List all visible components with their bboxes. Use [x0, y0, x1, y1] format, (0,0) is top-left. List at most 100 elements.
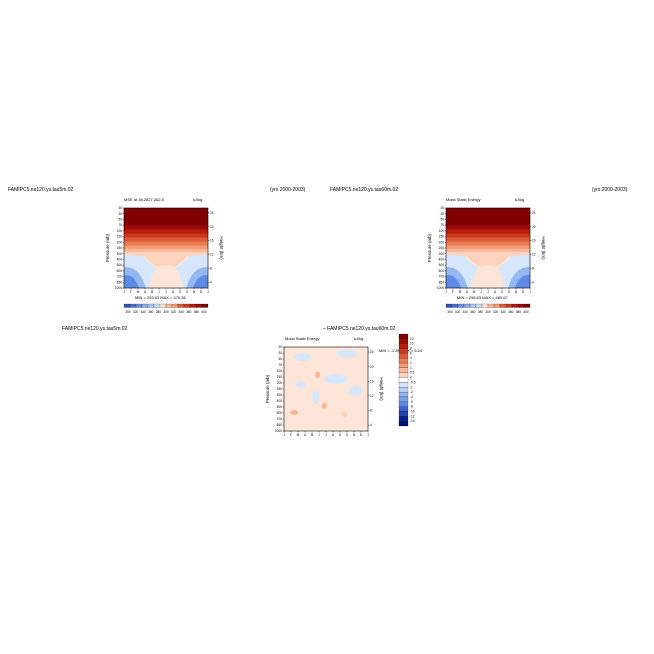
- panel3-case-title-left: FAMIPC5.ne120.ys.tau5m.02: [62, 326, 128, 332]
- mse-band-2: [124, 229, 208, 234]
- mse-band-3: [124, 233, 208, 238]
- mse-band-8: [124, 252, 208, 257]
- panel3-colorbar-swatch-12: [398, 392, 409, 398]
- panel2-ptick-label-12: 700: [439, 275, 445, 279]
- panel3-colorbar-label-3: 6: [410, 351, 412, 355]
- panel1-htick-label-0: 24: [210, 211, 214, 215]
- diff-anomaly-0: [294, 352, 311, 362]
- panel1-mtick-label-7: A: [172, 290, 175, 294]
- panel1-ptick-label-7: 250: [117, 246, 123, 250]
- panel1-colorbar-swatch-10: [183, 303, 191, 308]
- panel2-ptick-label-4: 100: [439, 229, 445, 233]
- panel2-colorbar-label-2: 340: [463, 310, 469, 314]
- panel1-colorbar-swatch-4: [147, 303, 155, 308]
- panel1-colorbar-swatch-5: [153, 303, 161, 308]
- panel1-htick-label-1: 20: [210, 225, 214, 229]
- panel1-ptick-label-13: 850: [117, 280, 123, 284]
- panel1-colorbar-swatch-0: [123, 303, 131, 308]
- panel1-ptick-label-12: 700: [117, 275, 123, 279]
- panel2-mtick-label-3: A: [466, 290, 469, 294]
- panel2-mtick-label-6: J: [487, 290, 489, 294]
- panel3-ptick-label-2: 50: [278, 357, 282, 361]
- panel3-colorbar-label-15: -10: [410, 409, 415, 413]
- panel3-colorbar-swatch-0: [398, 333, 409, 339]
- panel3-colorbar-label-4: 4: [410, 356, 412, 360]
- panel1-htick-label-2: 16: [210, 239, 214, 243]
- panel2-ptick-label-10: 500: [439, 263, 445, 267]
- panel1-mtick-label-4: M: [151, 290, 154, 294]
- panel1-ptick-label-5: 150: [117, 235, 123, 239]
- panel2-htick-label-5: 4: [532, 281, 534, 285]
- panel1-mtick-label-9: O: [186, 290, 189, 294]
- panel2-ptick-label-11: 600: [439, 269, 445, 273]
- panel3-htick-label-3: 12: [370, 394, 374, 398]
- panel3-colorbar-label-2: 8: [410, 347, 412, 351]
- panel1-ptick-label-14: 1000: [115, 286, 122, 290]
- panel1-ptick-label-3: 70: [118, 223, 122, 227]
- panel1-mtick-label-1: F: [130, 290, 132, 294]
- panel3-ptick-label-6: 200: [277, 381, 283, 385]
- panel1-colorbar-label-6: 320: [171, 310, 177, 314]
- mse-summer-tongue: [467, 256, 509, 269]
- panel2-htick-label-1: 20: [532, 225, 536, 229]
- panel3-colorbar-label-9: -0.5: [410, 380, 416, 384]
- panel1-colorbar-label-5: 300: [163, 310, 169, 314]
- diff-anomaly-7: [321, 402, 327, 410]
- panel3-colorbar-swatch-18: [398, 421, 409, 427]
- panel3-mtick-label-2: M: [297, 433, 300, 437]
- panel1-mtick-label-6: J: [165, 290, 167, 294]
- panel3-colorbar-swatch-17: [398, 416, 409, 422]
- panel1-mtick-label-10: N: [193, 290, 196, 294]
- mse-band-2: [446, 229, 530, 234]
- panel3-colorbar-swatch-8: [398, 372, 409, 378]
- mse-summer-tongue: [145, 256, 187, 269]
- mse-winter-right-inner: [192, 275, 208, 288]
- panel2-colorbar-swatch-4: [469, 303, 477, 308]
- panel3-colorbar-label-11: -2: [410, 390, 413, 394]
- panel3-mtick-label-12: J: [367, 433, 369, 437]
- panel2-colorbar-swatch-2: [457, 303, 465, 308]
- panel1-colorbar-swatch-12: [195, 303, 203, 308]
- panel2-colorbar-label-6: 320: [493, 310, 499, 314]
- panel2-colorbar-label-4: 280: [478, 310, 484, 314]
- panel3-colorbar-label-12: -4: [410, 395, 413, 399]
- panel3-mtick-label-8: S: [339, 433, 341, 437]
- mse-band-7: [446, 248, 530, 253]
- panel2-mtick-label-12: J: [529, 290, 531, 294]
- panel2-colorbar-swatch-7: [487, 303, 495, 308]
- panel1-colorbar-label-10: 400: [201, 310, 207, 314]
- diff-anomaly-8: [289, 410, 299, 416]
- panel1-mtick-label-2: M: [137, 290, 140, 294]
- panel3-colorbar-label-14: -8: [410, 405, 413, 409]
- panel2-colorbar-label-7: 340: [501, 310, 507, 314]
- panel3-colorbar-label-7: 0.5: [410, 371, 415, 375]
- panel2-ptick-label-0: 20: [440, 206, 444, 210]
- panel3-colorbar-swatch-7: [398, 367, 409, 373]
- panel1-colorbar-swatch-8: [171, 303, 179, 308]
- panel2-colorbar-swatch-6: [481, 303, 489, 308]
- panel2-case-title: FAMIPC5.ne120.ys.tau60m.02: [330, 187, 399, 193]
- panel2-colorbar-label-0: 300: [447, 310, 453, 314]
- panel3-colorbar-label-5: 2: [410, 361, 412, 365]
- panel2-ptick-label-14: 1000: [437, 286, 444, 290]
- panel1-ptick-label-2: 50: [118, 218, 122, 222]
- panel3-ylabel: Pressure (mb): [265, 374, 270, 403]
- panel3-mtick-label-10: N: [353, 433, 356, 437]
- panel1-ptick-label-6: 200: [117, 240, 123, 244]
- panel3-ptick-label-13: 850: [277, 423, 283, 427]
- panel3-mtick-label-1: F: [290, 433, 292, 437]
- panel2-htick-label-0: 24: [532, 211, 536, 215]
- panel3-ptick-label-8: 300: [277, 393, 283, 397]
- panel3-case-title-right: – FAMIPC5.ne120.ys.tau60m.02: [323, 326, 396, 332]
- panel1-colorbar-label-7: 340: [179, 310, 185, 314]
- panel3-colorbar-swatch-10: [398, 382, 409, 388]
- panel3-mtick-label-5: J: [318, 433, 320, 437]
- panel3-ptick-label-0: 20: [278, 345, 282, 349]
- diff-anomaly-5: [348, 385, 363, 396]
- diff-anomaly-1: [336, 349, 358, 358]
- mse-winter-right-inner: [514, 275, 530, 288]
- panel1-colorbar: 300 320 340 360 280 300 320 340 360 380 400: [123, 303, 209, 314]
- panel3-ylabel-right: Height (km): [379, 377, 384, 401]
- panel3-ptick-label-12: 700: [277, 417, 283, 421]
